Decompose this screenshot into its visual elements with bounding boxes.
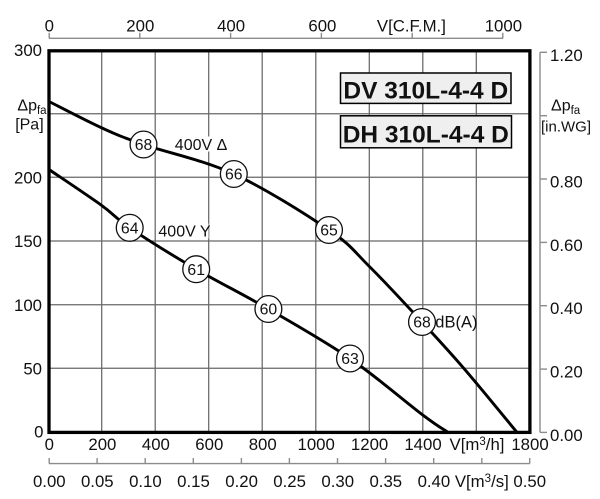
svg-text:1800: 1800: [511, 435, 548, 454]
svg-text:1000: 1000: [485, 16, 522, 35]
svg-text:60: 60: [260, 302, 278, 319]
svg-text:600: 600: [195, 435, 223, 454]
svg-text:0.20: 0.20: [550, 363, 583, 382]
svg-text:600: 600: [308, 16, 336, 35]
svg-text:DH 310L-4-4 D: DH 310L-4-4 D: [343, 121, 509, 148]
svg-text:0: 0: [45, 16, 54, 35]
svg-text:68: 68: [135, 137, 153, 154]
svg-text:V[m3/h]: V[m3/h]: [450, 435, 505, 454]
svg-text:0.05: 0.05: [81, 472, 114, 491]
svg-text:400V Y: 400V Y: [158, 224, 211, 241]
svg-text:68: 68: [413, 315, 431, 332]
svg-text:400V Δ: 400V Δ: [175, 137, 228, 154]
svg-text:66: 66: [225, 167, 243, 184]
svg-text:[Pa]: [Pa]: [15, 117, 43, 134]
svg-text:61: 61: [187, 262, 205, 279]
svg-text:0.25: 0.25: [273, 472, 306, 491]
svg-text:[in.WG]: [in.WG]: [541, 119, 591, 136]
svg-text:400: 400: [217, 16, 245, 35]
svg-text:dB(A): dB(A): [435, 314, 477, 332]
svg-text:1200: 1200: [351, 435, 388, 454]
svg-text:200: 200: [14, 169, 42, 188]
svg-text:0.00: 0.00: [33, 472, 66, 491]
svg-text:0.30: 0.30: [321, 472, 354, 491]
svg-text:0.00: 0.00: [550, 426, 583, 445]
svg-text:0.20: 0.20: [225, 472, 258, 491]
svg-text:0.15: 0.15: [177, 472, 210, 491]
svg-text:200: 200: [126, 16, 154, 35]
svg-text:63: 63: [341, 351, 359, 368]
svg-text:0: 0: [34, 423, 43, 442]
svg-text:400: 400: [142, 435, 170, 454]
svg-text:DV 310L-4-4 D: DV 310L-4-4 D: [343, 78, 508, 105]
svg-text:0.40: 0.40: [418, 472, 451, 491]
svg-text:1.20: 1.20: [550, 46, 583, 65]
svg-text:1000: 1000: [298, 435, 335, 454]
svg-text:65: 65: [320, 223, 338, 240]
svg-text:V[m3/s]: V[m3/s]: [455, 472, 509, 491]
svg-text:800: 800: [249, 435, 277, 454]
svg-text:0: 0: [45, 435, 54, 454]
svg-text:0.80: 0.80: [550, 173, 583, 192]
svg-text:300: 300: [14, 41, 42, 60]
svg-text:0.60: 0.60: [550, 236, 583, 255]
svg-text:0.50: 0.50: [513, 472, 546, 491]
svg-text:64: 64: [121, 220, 139, 237]
svg-text:50: 50: [23, 360, 42, 379]
svg-text:0.40: 0.40: [550, 299, 583, 318]
svg-text:V[C.F.M.]: V[C.F.M.]: [377, 16, 446, 35]
svg-text:200: 200: [88, 435, 116, 454]
svg-text:1400: 1400: [404, 435, 441, 454]
svg-text:0.35: 0.35: [369, 472, 402, 491]
svg-text:100: 100: [14, 296, 42, 315]
svg-text:150: 150: [14, 232, 42, 251]
svg-text:0.10: 0.10: [129, 472, 162, 491]
